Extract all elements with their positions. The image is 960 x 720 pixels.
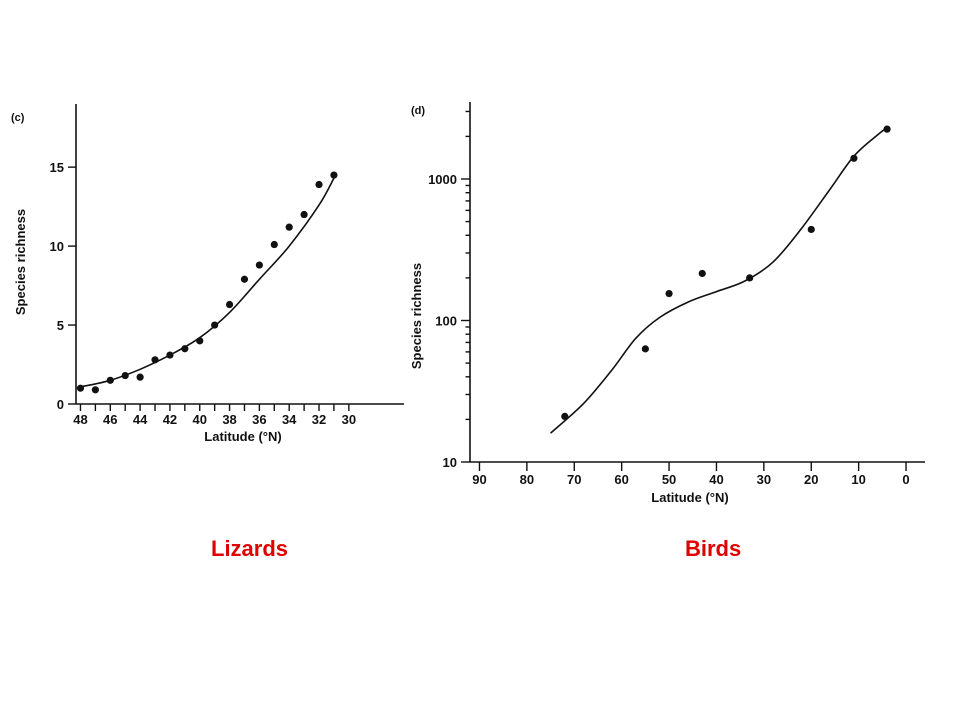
x-tick-label-c: 30 [342, 412, 356, 427]
x-tick-label-d: 20 [804, 472, 818, 487]
data-point-c [91, 386, 99, 394]
x-tick-label-c: 48 [73, 412, 87, 427]
x-tick-label-c: 36 [252, 412, 266, 427]
data-point-c [240, 275, 249, 283]
y-tick-label-d: 100 [435, 313, 457, 328]
data-point-c [121, 371, 129, 380]
data-point-c [270, 240, 278, 249]
y-tick-label-c: 10 [50, 239, 64, 254]
data-point-d [850, 154, 858, 162]
y-tick-label-d: 1000 [428, 172, 457, 187]
data-point-c [196, 337, 204, 345]
birds-chart: (d) Species richness Latitude (°N) 10100… [409, 102, 925, 505]
x-tick-label-d: 10 [851, 472, 865, 487]
data-point-d [746, 274, 754, 282]
x-tick-label-c: 44 [133, 412, 148, 427]
x-tick-label-c: 46 [103, 412, 117, 427]
data-point-c [166, 351, 174, 359]
y-tick-label-c: 0 [57, 397, 64, 412]
data-point-c [211, 321, 219, 329]
x-axis-title-c: Latitude (°N) [204, 429, 281, 444]
lizards-caption: Lizards [211, 536, 289, 561]
x-axis-title-d: Latitude (°N) [651, 490, 728, 505]
data-point-d [807, 225, 815, 234]
x-tick-label-c: 40 [193, 412, 207, 427]
x-tick-label-d: 80 [520, 472, 534, 487]
data-point-c [76, 384, 85, 392]
data-point-c [225, 300, 234, 309]
x-tick-label-c: 42 [163, 412, 177, 427]
x-tick-label-d: 70 [567, 472, 581, 487]
data-point-d [561, 412, 569, 421]
y-tick-label-d: 10 [443, 455, 457, 470]
data-point-d [641, 345, 649, 353]
data-point-c [330, 171, 338, 179]
data-point-d [665, 289, 673, 298]
data-point-c [136, 373, 144, 381]
y-tick-label-c: 5 [57, 318, 64, 333]
data-point-c [151, 356, 159, 364]
y-axis-title-c: Species richness [13, 209, 28, 315]
data-point-c [106, 376, 114, 384]
data-point-d [698, 269, 706, 278]
fit-curve-c [81, 177, 335, 388]
panel-label-c: (c) [11, 112, 25, 124]
x-tick-label-d: 0 [902, 472, 909, 487]
y-axis-title-d: Species richness [409, 263, 424, 369]
birds-caption: Birds [685, 536, 742, 561]
data-point-c [181, 345, 189, 353]
y-tick-label-c: 15 [50, 160, 64, 175]
data-point-c [285, 223, 293, 231]
panel-label-d: (d) [411, 105, 425, 117]
data-point-d [883, 125, 891, 133]
x-tick-label-c: 34 [282, 412, 297, 427]
x-tick-label-d: 90 [472, 472, 486, 487]
x-tick-label-d: 50 [662, 472, 676, 487]
data-point-c [300, 210, 308, 219]
data-point-c [315, 180, 323, 189]
x-tick-label-d: 40 [709, 472, 723, 487]
x-tick-label-d: 30 [757, 472, 771, 487]
lizards-chart: (c) Species richness Latitude (°N) 0 5 10 1… [11, 104, 404, 444]
fit-curve-d [550, 127, 888, 434]
x-tick-label-d: 60 [614, 472, 628, 487]
x-tick-label-c: 32 [312, 412, 326, 427]
data-point-c [255, 261, 263, 269]
x-tick-label-c: 38 [222, 412, 236, 427]
